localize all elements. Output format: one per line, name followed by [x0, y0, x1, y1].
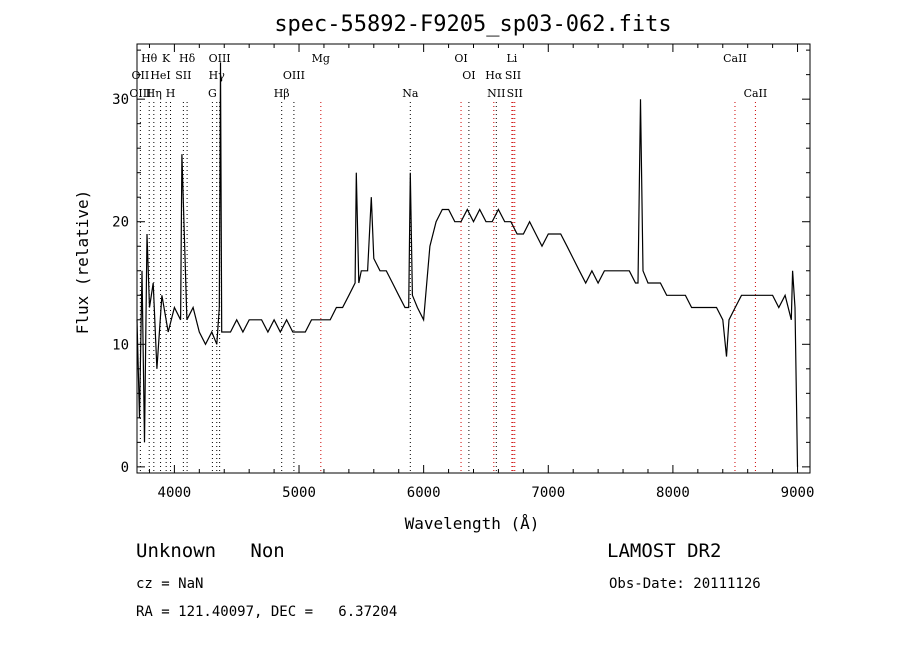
obs-date: Obs-Date: 20111126 — [609, 576, 761, 592]
line-label: SII — [505, 69, 521, 82]
plot-frame — [136, 43, 811, 474]
line-label: SII — [507, 87, 523, 100]
line-label: OII — [132, 69, 150, 82]
line-label: HeI — [150, 69, 170, 82]
spectrum-line — [136, 62, 799, 467]
ra-dec: RA = 121.40097, DEC = 6.37204 — [136, 604, 398, 620]
line-label: CaII — [744, 87, 768, 100]
line-label: Hα — [485, 69, 503, 82]
line-label: SII — [175, 69, 191, 82]
survey-name: LAMOST DR2 — [607, 540, 722, 562]
x-tick-label: 4000 — [158, 485, 192, 501]
line-label: K — [162, 52, 171, 65]
y-tick-label: 20 — [112, 215, 129, 231]
x-tick-label: 8000 — [656, 485, 690, 501]
line-label: OIII — [283, 69, 305, 82]
line-label: Li — [506, 52, 517, 65]
chart-title: spec-55892-F9205_sp03-062.fits — [274, 12, 671, 37]
y-tick-label: 0 — [121, 460, 129, 476]
x-axis-label: Wavelength (Å) — [405, 514, 540, 533]
line-label: OI — [462, 69, 475, 82]
line-label: G — [208, 87, 217, 100]
line-label: H — [166, 87, 176, 100]
y-tick-label: 30 — [112, 92, 129, 108]
line-label: Na — [402, 87, 419, 100]
x-tick-label: 9000 — [781, 485, 815, 501]
line-label: Hθ — [141, 52, 158, 65]
spectral-class: Unknown Non — [136, 540, 285, 562]
line-label: Mg — [312, 52, 330, 65]
line-label: OI — [454, 52, 467, 65]
x-tick-label: 6000 — [407, 485, 441, 501]
line-label: Hβ — [274, 87, 290, 100]
x-tick-label: 7000 — [531, 485, 565, 501]
line-label: Hδ — [179, 52, 196, 65]
x-tick-label: 5000 — [282, 485, 316, 501]
redshift-cz: cz = NaN — [136, 576, 204, 592]
y-tick-label: 10 — [112, 337, 129, 353]
x-axis-ticks: 4000 5000 6000 7000 8000 9000 — [148, 44, 815, 501]
line-label: OIII — [209, 52, 231, 65]
line-label: Hη — [146, 87, 162, 100]
line-label: Hγ — [209, 69, 226, 82]
line-label: NII — [487, 87, 505, 100]
line-label: OIII — [129, 87, 151, 100]
line-label: CaII — [723, 52, 747, 65]
y-axis-label: Flux (relative) — [73, 190, 92, 335]
y-axis-ticks: 0 10 20 30 — [112, 49, 810, 476]
